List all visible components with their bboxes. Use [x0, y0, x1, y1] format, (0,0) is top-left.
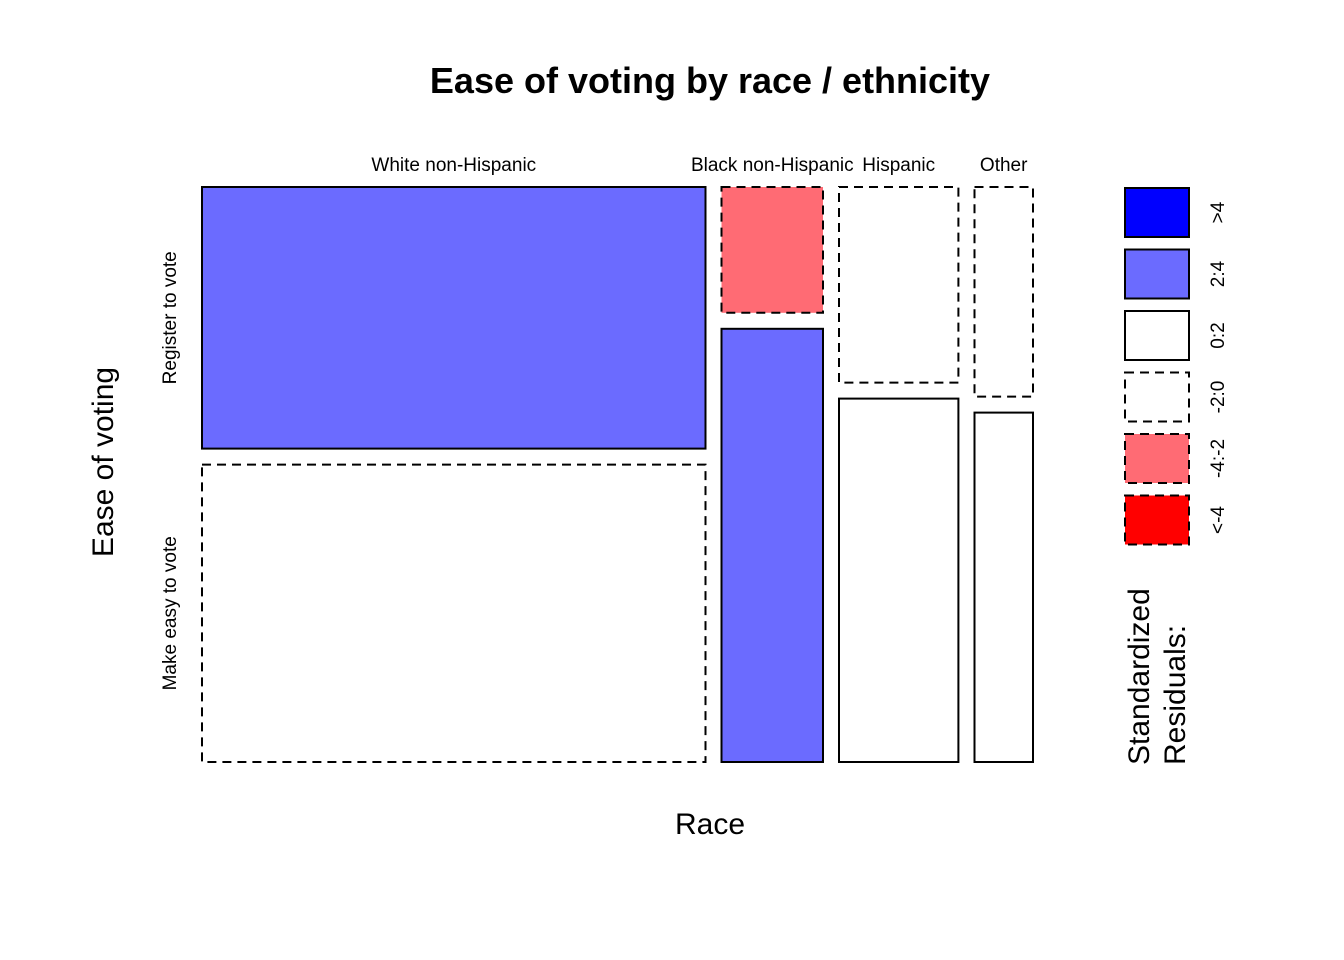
tile-white-non-hispanic-register-to-vote	[201, 186, 707, 450]
tile-hispanic-make-easy-to-vote	[838, 397, 960, 763]
column-label-hispanic: Hispanic	[862, 155, 935, 176]
row-label-make-easy-to-vote: Make easy to vote	[160, 536, 181, 690]
legend-swatch-1	[1124, 248, 1190, 300]
row-labels: Register to vote Make easy to vote	[160, 251, 181, 690]
row-label-register-to-vote: Register to vote	[160, 251, 181, 384]
legend-title-line-0: Standardized	[1123, 588, 1156, 765]
tile-black-non-hispanic-register-to-vote	[720, 186, 824, 314]
tile-white-non-hispanic-make-easy-to-vote	[201, 463, 707, 763]
legend-swatch-5	[1124, 494, 1190, 546]
column-label-other: Other	[980, 155, 1028, 176]
legend-swatch-4	[1124, 433, 1190, 484]
legend-label-3: -2:0	[1208, 381, 1229, 414]
legend-label-1: 2:4	[1208, 260, 1229, 287]
column-label-white-non-hispanic: White non-Hispanic	[371, 155, 536, 176]
x-axis-title: Race	[675, 808, 745, 841]
column-labels: White non-Hispanic Black non-Hispanic Hisp…	[371, 155, 1028, 176]
legend-swatch-2	[1124, 310, 1190, 361]
chart-title: Ease of voting by race / ethnicity	[430, 60, 990, 101]
mosaic-tiles	[201, 186, 1034, 763]
tile-other-register-to-vote	[973, 186, 1034, 398]
legend-label-0: >4	[1208, 201, 1229, 223]
column-label-black-non-hispanic: Black non-Hispanic	[691, 155, 854, 176]
legend-title-line-1: Residuals:	[1159, 625, 1192, 765]
tile-other-make-easy-to-vote	[973, 411, 1034, 763]
legend-label-2: 0:2	[1208, 322, 1229, 348]
legend-swatch-3	[1124, 371, 1190, 423]
tile-black-non-hispanic-make-easy-to-vote	[720, 327, 824, 763]
legend-swatch-0	[1124, 187, 1190, 238]
tile-hispanic-register-to-vote	[838, 186, 960, 384]
legend-label-5: <-4	[1208, 506, 1229, 534]
residuals-legend: >4 2:4 0:2 -2:0 -4:-2 <-4 Standardized Residual…	[1123, 187, 1229, 765]
y-axis-title: Ease of voting	[87, 367, 120, 557]
legend-label-4: -4:-2	[1208, 439, 1229, 478]
